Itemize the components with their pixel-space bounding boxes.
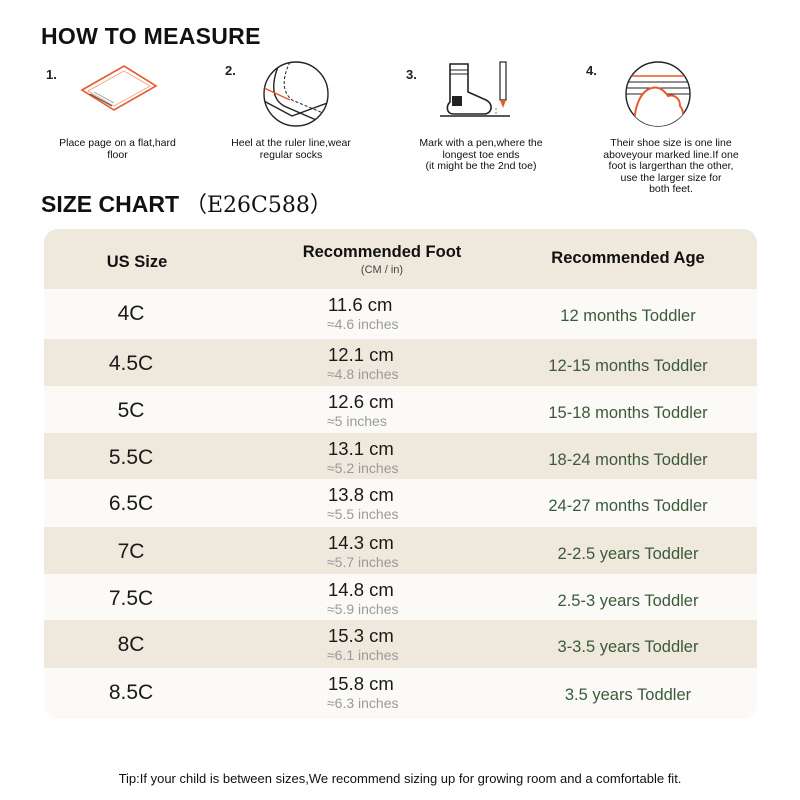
- toe-line-icon: [625, 61, 691, 127]
- step-2-number: 2.: [225, 63, 236, 78]
- step-1-text: Place page on a flat,hard floor: [59, 137, 176, 161]
- table-row: 5C 12.6 cm ≈5 inches 15-18 months Toddler: [44, 386, 757, 433]
- step-4-text: Their shoe size is one line aboveyour ma…: [603, 137, 739, 195]
- cell-foot-cm: 12.6 cm: [328, 391, 394, 412]
- step-2-text: Heel at the ruler line,wear regular sock…: [231, 137, 351, 161]
- cell-foot-cm: 15.3 cm: [328, 625, 394, 646]
- cell-us-size: 4.5C: [108, 352, 154, 375]
- how-to-measure-title: HOW TO MEASURE: [41, 23, 261, 49]
- cell-us-size: 5C: [117, 399, 145, 422]
- cell-age: 3.5 years Toddler: [564, 686, 692, 704]
- table-row: 8C 15.3 cm ≈6.1 inches 3-3.5 years Toddler: [44, 620, 757, 668]
- cell-foot-inches: ≈6.3 inches: [327, 695, 399, 711]
- cell-us-size: 7C: [117, 540, 145, 563]
- header-foot-unit: (CM / in): [360, 264, 404, 276]
- header-age: Recommended Age: [551, 249, 705, 267]
- table-row: 7.5C 14.8 cm ≈5.9 inches 2.5-3 years Toddle…: [44, 574, 757, 620]
- cell-foot-inches: ≈6.1 inches: [327, 647, 399, 663]
- table-row: 8.5C 15.8 cm ≈6.3 inches 3.5 years Toddler: [44, 668, 757, 719]
- cell-foot-inches: ≈4.6 inches: [327, 316, 399, 332]
- cell-age: 12 months Toddler: [560, 307, 696, 325]
- cell-foot-cm: 12.1 cm: [328, 344, 394, 365]
- paper-page-icon: [80, 65, 158, 111]
- cell-foot-inches: ≈5.9 inches: [327, 601, 399, 617]
- cell-age: 12-15 months Toddler: [548, 357, 708, 375]
- table-row: 7C 14.3 cm ≈5.7 inches 2-2.5 years Toddler: [44, 527, 757, 574]
- cell-foot-cm: 13.8 cm: [328, 484, 394, 505]
- step-3-text: Mark with a pen,where the longest toe en…: [419, 137, 543, 172]
- cell-foot-inches: ≈5.7 inches: [327, 554, 399, 570]
- cell-us-size: 4C: [117, 302, 145, 325]
- table-row: 5.5C 13.1 cm ≈5.2 inches 18-24 months Toddl…: [44, 433, 757, 479]
- cell-us-size: 5.5C: [108, 446, 154, 469]
- step-3-number: 3.: [406, 67, 417, 82]
- table-row: 4.5C 12.1 cm ≈4.8 inches 12-15 months Toddl…: [44, 339, 757, 386]
- cell-us-size: 6.5C: [108, 492, 154, 515]
- cell-foot-cm: 11.6 cm: [328, 294, 393, 315]
- step-1-number: 1.: [46, 67, 57, 82]
- cell-age: 24-27 months Toddler: [548, 497, 708, 515]
- cell-foot-inches: ≈5.5 inches: [327, 506, 399, 522]
- size-chart-title: SIZE CHART （E26C588）: [41, 187, 332, 219]
- header-foot: Recommended Foot: [302, 243, 462, 261]
- cell-foot-cm: 14.3 cm: [328, 532, 394, 553]
- size-chart-table: US Size Recommended Foot (CM / in) Recom…: [44, 229, 757, 719]
- cell-us-size: 7.5C: [108, 587, 154, 610]
- cell-us-size: 8.5C: [108, 681, 154, 704]
- cell-age: 3-3.5 years Toddler: [557, 638, 699, 656]
- step-4-number: 4.: [586, 63, 597, 78]
- table-row: 4C 11.6 cm ≈4.6 inches 12 months Toddler: [44, 289, 757, 339]
- cell-foot-inches: ≈5 inches: [327, 413, 387, 429]
- table-header: US Size Recommended Foot (CM / in) Recom…: [44, 229, 757, 289]
- cell-foot-cm: 13.1 cm: [328, 438, 394, 459]
- cell-us-size: 8C: [117, 633, 145, 656]
- cell-age: 15-18 months Toddler: [548, 404, 708, 422]
- cell-age: 2.5-3 years Toddler: [557, 592, 699, 610]
- size-chart-code: （E26C588）: [185, 193, 332, 218]
- cell-foot-inches: ≈5.2 inches: [327, 460, 399, 476]
- cell-foot-cm: 15.8 cm: [328, 673, 394, 694]
- header-us-size: US Size: [106, 253, 168, 271]
- cell-foot-inches: ≈4.8 inches: [327, 366, 399, 382]
- cell-foot-cm: 14.8 cm: [328, 579, 394, 600]
- table-row: 6.5C 13.8 cm ≈5.5 inches 24-27 months Toddl…: [44, 479, 757, 527]
- sock-pen-icon: [440, 61, 510, 117]
- cell-age: 18-24 months Toddler: [548, 451, 708, 469]
- heel-ruler-icon: [263, 61, 329, 127]
- cell-age: 2-2.5 years Toddler: [557, 545, 699, 563]
- size-chart-title-text: SIZE CHART: [41, 191, 179, 217]
- sizing-tip: Tip:If your child is between sizes,We re…: [118, 771, 682, 786]
